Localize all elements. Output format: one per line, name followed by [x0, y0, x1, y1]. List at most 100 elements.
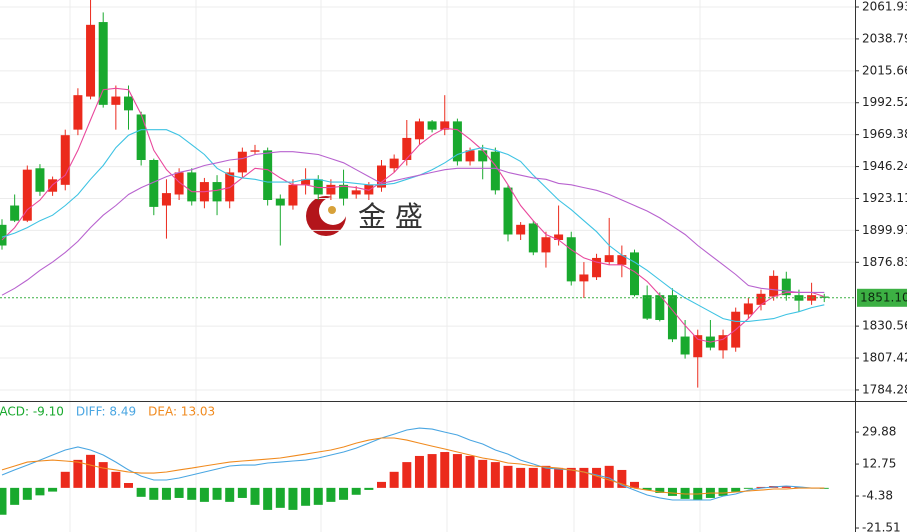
ma-line [1, 427, 825, 501]
candle-body [794, 295, 804, 301]
candle-body [313, 179, 323, 195]
macd-bar [73, 459, 83, 488]
candle-body [111, 96, 121, 105]
macd-bar [566, 467, 576, 488]
macd-bar [111, 471, 121, 488]
last-price-box [857, 288, 907, 307]
candle-body [161, 193, 171, 206]
macd-bar [718, 487, 728, 496]
y-tick-label: 1923.11 [862, 191, 907, 205]
candle-body [693, 335, 703, 358]
macd-bar [48, 487, 58, 492]
candle-body [174, 172, 184, 195]
y-tick-label: 29.88 [862, 425, 896, 439]
time-grid [69, 0, 701, 532]
candle-body [452, 121, 462, 162]
candle-body [718, 335, 728, 351]
candle-body [377, 165, 386, 188]
y-tick-label: 2061.93 [862, 0, 907, 13]
candle-body [22, 169, 32, 221]
macd-bar [604, 465, 614, 488]
macd-bar [414, 455, 424, 488]
macd-bar [503, 465, 513, 488]
y-tick-label: 2015.66 [862, 63, 907, 77]
candle-body [819, 296, 829, 298]
y-tick-label: 1784.28 [862, 382, 907, 396]
candle-body [769, 275, 779, 297]
candle-body [579, 274, 589, 282]
macd-bar [516, 467, 526, 488]
macd-bar [667, 487, 677, 496]
macd-bar [465, 455, 475, 488]
candle-body [212, 182, 222, 202]
candle-body [680, 336, 690, 355]
candle-body [503, 187, 513, 235]
candle-body [187, 172, 197, 202]
y-tick-label: 1876.83 [862, 255, 907, 269]
y-tick-label: 1969.38 [862, 127, 907, 141]
macd-bar [592, 467, 602, 488]
macd-bar [86, 454, 96, 488]
candle-body [0, 224, 7, 246]
macd-bar [199, 487, 209, 502]
y-tick-label: 2038.79 [862, 31, 907, 45]
candle-body [630, 252, 639, 296]
candle-body [225, 172, 235, 202]
macd-bar [617, 469, 627, 488]
candle-body [440, 121, 450, 130]
y-tick-label: 1807.42 [862, 351, 907, 365]
watermark: 金 盛 [306, 196, 423, 236]
macd-bar [743, 487, 753, 489]
macd-bar [541, 465, 551, 488]
candle-body [642, 295, 652, 319]
macd-bar [642, 487, 652, 490]
candle-body [98, 22, 108, 105]
candle-body [339, 184, 349, 199]
macd-bar [402, 462, 412, 488]
candle-body [10, 205, 20, 221]
candle-body [60, 135, 70, 185]
macd-bar [136, 487, 146, 497]
macd-bar [756, 486, 766, 488]
candle-body [667, 295, 677, 340]
candle-body [389, 158, 399, 169]
candle-body [237, 151, 247, 173]
ma-line [1, 437, 825, 495]
candle-body [364, 184, 374, 195]
candle-body [566, 237, 576, 282]
candle-body [478, 150, 488, 162]
macd-bar [339, 487, 349, 500]
macd-bar [377, 481, 386, 488]
macd-bar [579, 467, 589, 488]
y-tick-label: 1899.97 [862, 223, 907, 237]
macd-bar [389, 471, 399, 488]
macd-bar [35, 487, 45, 496]
macd-bar [263, 487, 273, 510]
candle-body [465, 150, 475, 162]
y-tick-label: 1992.52 [862, 95, 907, 109]
candle-body [149, 160, 159, 207]
macd-bar [60, 471, 70, 488]
macd-bar [554, 467, 564, 488]
candle-body [326, 184, 336, 195]
candle-body [124, 96, 133, 111]
macd-bar [149, 487, 159, 500]
candle-body [541, 237, 551, 253]
y-tick-label: 1830.56 [862, 319, 907, 333]
macd-bar [161, 487, 171, 500]
candle-body [807, 295, 817, 301]
macd-bar [326, 487, 336, 502]
macd-bar [440, 452, 450, 488]
macd-bar [237, 487, 247, 498]
candle-body [617, 255, 627, 265]
candle-body [73, 95, 83, 130]
macd-bar [288, 487, 298, 510]
y-tick-label: -4.38 [862, 489, 893, 503]
macd-bar [630, 481, 639, 488]
y-tick-label: -21.51 [862, 521, 901, 532]
macd-bar [174, 487, 184, 498]
macd-bar [187, 487, 197, 500]
macd-bar [731, 487, 741, 492]
